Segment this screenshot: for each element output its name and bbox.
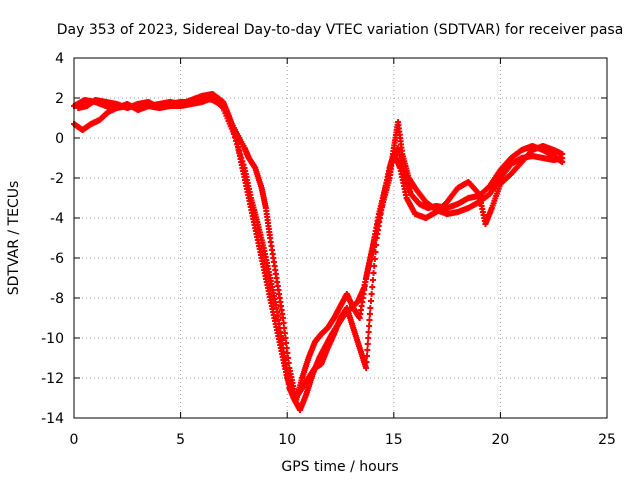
data-point bbox=[363, 359, 370, 365]
data-point bbox=[365, 335, 372, 341]
data-point bbox=[230, 131, 237, 137]
y-axis-label: SDTVAR / TECUs bbox=[6, 181, 22, 296]
data-point bbox=[370, 270, 377, 276]
y-tick-label: -4 bbox=[50, 211, 64, 227]
data-point bbox=[364, 347, 371, 353]
chart-title: Day 353 of 2023, Sidereal Day-to-day VTE… bbox=[57, 22, 624, 38]
data-point bbox=[371, 263, 378, 269]
data-point bbox=[369, 284, 376, 290]
data-point bbox=[234, 141, 241, 148]
data-point bbox=[366, 323, 373, 329]
data-point bbox=[366, 311, 373, 317]
data-point bbox=[235, 144, 242, 151]
data-point bbox=[369, 277, 376, 283]
data-point bbox=[368, 291, 375, 297]
data-point bbox=[365, 329, 372, 335]
x-tick-label: 20 bbox=[491, 432, 509, 448]
y-tick-label: -8 bbox=[50, 291, 64, 307]
x-tick-label: 0 bbox=[70, 432, 79, 448]
y-tick-label: 2 bbox=[55, 91, 64, 107]
plot-frame bbox=[73, 57, 608, 419]
y-tick-label: -2 bbox=[50, 171, 64, 187]
x-tick-label: 10 bbox=[278, 432, 296, 448]
y-tick-label: -14 bbox=[41, 411, 64, 427]
x-axis-label: GPS time / hours bbox=[281, 459, 398, 475]
x-tick-label: 5 bbox=[176, 432, 185, 448]
data-point bbox=[237, 151, 244, 158]
data-point bbox=[238, 154, 245, 161]
x-tick-label: 25 bbox=[598, 432, 616, 448]
y-tick-label: -12 bbox=[41, 371, 64, 387]
y-tick-label: 0 bbox=[55, 131, 64, 147]
data-point bbox=[231, 134, 238, 141]
axis-ticks: 0 5 10 15 20 25 -14 -12 -10 -8 -6 -4 -2 0 2 4 bbox=[41, 51, 616, 448]
x-tick-label: 15 bbox=[385, 432, 403, 448]
data-series bbox=[71, 91, 566, 413]
data-point bbox=[233, 137, 240, 144]
data-point bbox=[559, 159, 566, 165]
y-tick-label: -6 bbox=[50, 251, 64, 267]
y-tick-label: -10 bbox=[41, 331, 64, 347]
y-tick-label: 4 bbox=[55, 51, 64, 67]
data-point bbox=[236, 148, 243, 154]
data-point bbox=[559, 151, 566, 157]
data-point bbox=[239, 158, 246, 165]
data-point bbox=[367, 298, 374, 304]
data-point bbox=[363, 365, 370, 371]
data-point bbox=[364, 341, 371, 347]
data-point bbox=[240, 161, 247, 168]
data-point bbox=[363, 353, 370, 359]
series-track-3 bbox=[75, 95, 566, 405]
data-point bbox=[367, 305, 374, 311]
data-point bbox=[366, 317, 373, 323]
grid bbox=[74, 58, 607, 418]
